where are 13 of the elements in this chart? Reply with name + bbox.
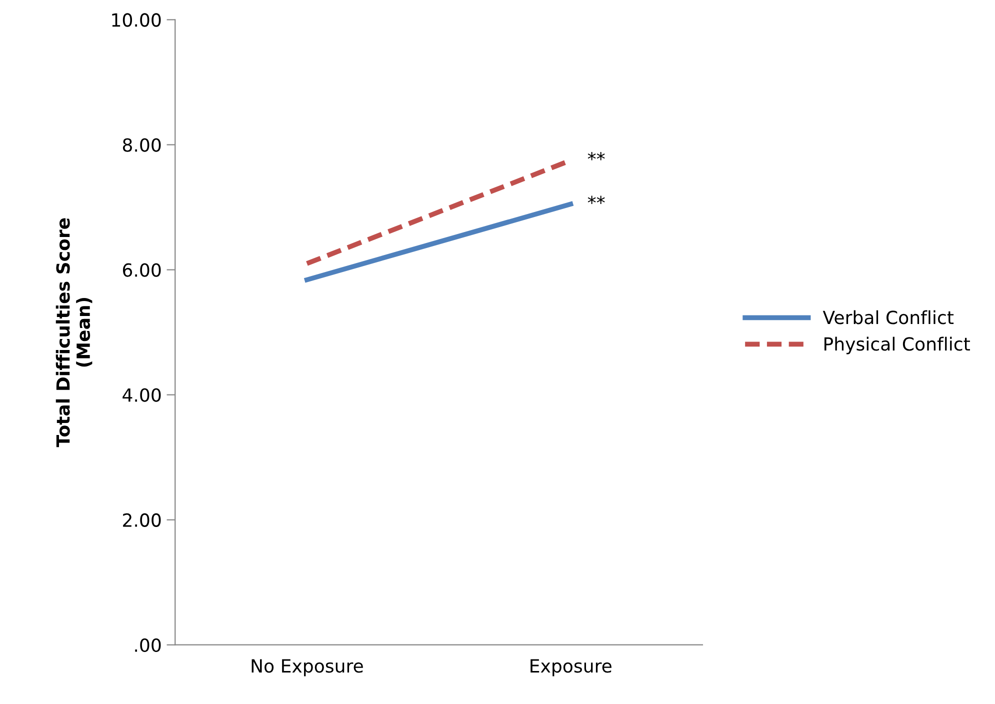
y-tick-label: 2.00 [123,513,161,527]
x-tick-label: Exposure [530,659,612,676]
x-tick-label: No Exposure [252,659,363,676]
annotation: ** [588,152,605,160]
y-tick-label: 6.00 [122,263,161,277]
legend-label: Physical Conflict [824,336,970,354]
annotation: ** [588,196,605,204]
y-tick-label: 8.00 [122,138,161,152]
y-axis-title: Total Difficulties Score (Mean) [56,218,92,448]
y-tick-label: .00 [135,638,161,652]
y-tick-label: 10.00 [112,13,161,27]
y-tick-label: 4.00 [122,388,161,402]
legend-label: Verbal Conflict [822,310,954,324]
